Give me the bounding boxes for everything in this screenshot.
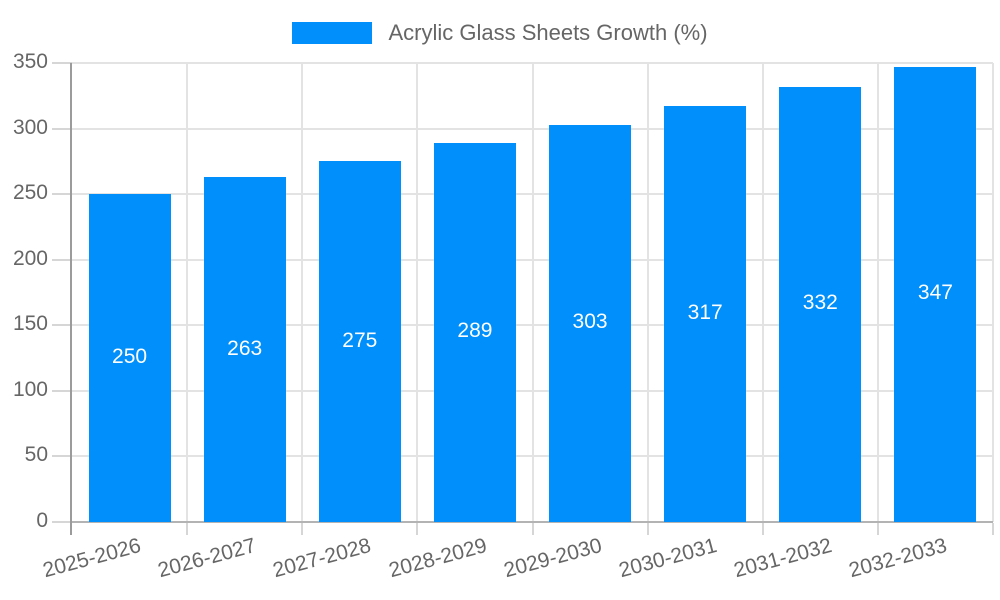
x-axis-tick (992, 523, 994, 535)
bar-value-label: 250 (112, 345, 148, 369)
gridline-vertical (531, 63, 534, 522)
y-axis-tick-label: 0 (36, 509, 48, 532)
y-axis-tick-label: 300 (12, 115, 48, 139)
y-axis-tick (52, 455, 72, 458)
y-axis-tick (52, 324, 72, 327)
x-axis-category-label: 2031-2032 (731, 534, 835, 583)
gridline-vertical (761, 63, 764, 522)
legend-item[interactable]: Acrylic Glass Sheets Growth (%) (292, 20, 708, 46)
bar[interactable] (88, 194, 171, 522)
x-axis-category-label: 2030-2031 (616, 534, 720, 583)
gridline-vertical (876, 63, 879, 522)
y-axis-tick-label: 200 (12, 246, 48, 270)
y-axis-line (70, 63, 72, 535)
x-axis-tick (531, 523, 534, 535)
y-axis-tick (52, 127, 72, 130)
bar[interactable] (894, 66, 977, 522)
bar-value-label: 263 (227, 336, 263, 360)
x-axis-category-label: 2025-2026 (40, 534, 144, 583)
x-axis-category-label: 2026-2027 (155, 534, 259, 583)
bar[interactable] (433, 142, 516, 522)
x-axis-tick (876, 523, 879, 535)
y-axis-tick-label: 50 (24, 443, 48, 467)
y-axis-tick (52, 193, 72, 196)
x-axis-tick (646, 523, 649, 535)
bar[interactable] (779, 86, 862, 522)
gridline-vertical (646, 63, 649, 522)
x-axis-tick (761, 523, 764, 535)
x-axis-category-label: 2029-2030 (501, 534, 605, 583)
gridline-vertical (992, 63, 994, 522)
x-axis-tick (186, 523, 189, 535)
bar-value-label: 275 (342, 328, 378, 352)
y-axis-tick-label: 350 (12, 50, 48, 73)
x-axis-tick (301, 523, 304, 535)
bar[interactable] (549, 124, 632, 522)
legend-label: Acrylic Glass Sheets Growth (%) (388, 20, 708, 45)
bar-value-label: 347 (917, 281, 953, 305)
legend: Acrylic Glass Sheets Growth (%) (0, 20, 1000, 46)
y-axis-tick (52, 521, 72, 523)
x-axis-category-label: 2032-2033 (846, 534, 950, 583)
y-axis-tick (52, 258, 72, 261)
x-axis-category-label: 2028-2029 (385, 534, 489, 583)
x-axis-category-label: 2027-2028 (270, 534, 374, 583)
bar-value-label: 317 (687, 301, 723, 325)
bar-value-label: 289 (457, 319, 493, 343)
gridline-vertical (301, 63, 304, 522)
bar[interactable] (203, 177, 286, 522)
y-axis-tick (52, 62, 72, 64)
gridline-vertical (186, 63, 189, 522)
bar-value-label: 332 (802, 291, 838, 315)
y-axis-tick-label: 250 (12, 181, 48, 205)
legend-swatch (292, 22, 373, 44)
gridline-vertical (416, 63, 419, 522)
x-axis-line (72, 521, 993, 523)
bar[interactable] (318, 161, 401, 522)
bar[interactable] (664, 106, 747, 522)
y-axis-tick-label: 150 (12, 312, 48, 336)
bar-value-label: 303 (572, 310, 608, 334)
y-axis-tick-label: 100 (12, 377, 48, 401)
y-axis-tick (52, 389, 72, 392)
x-axis-tick (416, 523, 419, 535)
gridline-horizontal (72, 62, 993, 64)
